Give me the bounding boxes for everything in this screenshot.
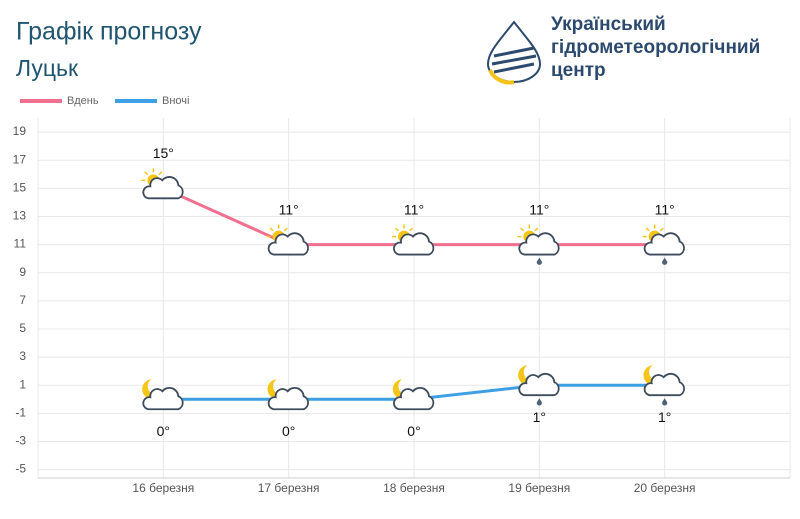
cloud-icon bbox=[518, 232, 560, 256]
cloud-icon bbox=[643, 372, 685, 397]
y-tick-label: 15 bbox=[13, 180, 27, 194]
y-tick-label: -5 bbox=[15, 462, 26, 476]
sun-ray bbox=[144, 171, 149, 176]
cloud-icon bbox=[518, 372, 560, 397]
moon-icon bbox=[267, 379, 287, 400]
x-tick-label: 17 березня bbox=[258, 481, 320, 495]
weather-icon bbox=[518, 365, 560, 406]
data-label: 0° bbox=[282, 423, 295, 439]
moon-icon bbox=[142, 379, 162, 400]
y-tick-label: 7 bbox=[19, 293, 26, 307]
moon-icon bbox=[643, 365, 663, 386]
org-name: гідрометеорологічний bbox=[551, 37, 760, 58]
chart-title: Графік прогнозу bbox=[16, 18, 202, 46]
x-tick-label: 18 березня bbox=[383, 481, 445, 495]
cloud-icon bbox=[643, 232, 685, 256]
y-tick-label: 17 bbox=[13, 152, 27, 166]
cloud-icon bbox=[393, 387, 435, 411]
moon-icon bbox=[392, 379, 412, 400]
legend-label: Вночі bbox=[162, 95, 189, 107]
rain-drop bbox=[662, 398, 668, 406]
data-label: 1° bbox=[658, 409, 671, 425]
data-label: 11° bbox=[529, 201, 549, 217]
y-tick-label: 19 bbox=[13, 124, 27, 138]
data-label: 11° bbox=[279, 201, 299, 217]
data-label: 0° bbox=[157, 423, 170, 439]
sun-ray bbox=[534, 227, 539, 232]
weather-icon bbox=[392, 379, 435, 411]
rain-drop bbox=[536, 257, 542, 265]
weather-icon bbox=[517, 224, 560, 265]
sun-ray bbox=[659, 227, 664, 232]
weather-icon bbox=[642, 224, 685, 265]
weather-icon bbox=[266, 224, 309, 256]
y-tick-label: -1 bbox=[15, 405, 26, 419]
y-tick-label: 9 bbox=[19, 265, 26, 279]
y-tick-label: -3 bbox=[15, 434, 26, 448]
moon-icon bbox=[518, 365, 538, 386]
y-tick-label: 3 bbox=[19, 349, 26, 363]
data-label: 0° bbox=[407, 423, 420, 439]
weather-icon bbox=[142, 379, 184, 411]
weather-icon bbox=[141, 168, 184, 200]
chart-subtitle: Луцьк bbox=[16, 55, 79, 81]
y-tick-label: 5 bbox=[19, 321, 26, 335]
rain-drop bbox=[662, 257, 668, 265]
sun-ray bbox=[394, 227, 399, 232]
cloud-icon bbox=[267, 387, 309, 411]
y-tick-label: 11 bbox=[14, 237, 27, 251]
logo bbox=[486, 20, 542, 85]
data-label: 11° bbox=[404, 201, 424, 217]
sun-ray bbox=[645, 227, 650, 232]
weather-icon bbox=[643, 365, 685, 406]
legend-label: Вдень bbox=[67, 95, 99, 107]
sun-ray bbox=[283, 227, 288, 232]
org-name: Український bbox=[551, 14, 666, 35]
weather-icon bbox=[392, 224, 435, 256]
y-tick-label: 1 bbox=[19, 377, 26, 391]
sun-ray bbox=[520, 227, 525, 232]
sun-ray bbox=[409, 227, 414, 232]
x-tick-label: 16 березня bbox=[132, 481, 194, 495]
x-tick-label: 20 березня bbox=[634, 481, 696, 495]
rain-drop bbox=[536, 398, 542, 406]
cloud-icon bbox=[267, 232, 309, 256]
cloud-icon bbox=[142, 387, 184, 411]
x-tick-label: 19 березня bbox=[508, 481, 570, 495]
data-label: 1° bbox=[533, 409, 546, 425]
y-tick-label: 13 bbox=[13, 209, 27, 223]
cloud-icon bbox=[142, 176, 184, 200]
data-label: 11° bbox=[655, 201, 675, 217]
data-label: 15° bbox=[153, 145, 174, 161]
sun-ray bbox=[158, 171, 163, 176]
org-name: центр bbox=[551, 60, 606, 81]
weather-icon bbox=[267, 379, 309, 411]
cloud-icon bbox=[393, 232, 435, 256]
sun-ray bbox=[269, 227, 274, 232]
